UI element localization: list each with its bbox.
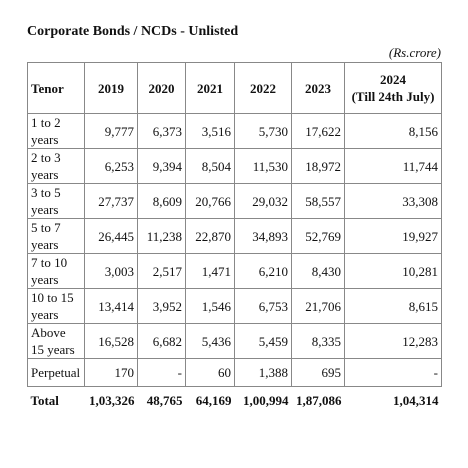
value-cell: 8,615 — [344, 288, 442, 324]
value-cell: 6,682 — [137, 323, 186, 359]
value-cell: 6,753 — [234, 288, 292, 324]
total-value: 64,169 — [195, 392, 232, 408]
value-cell: 3,952 — [137, 288, 186, 324]
total-value: 1,00,994 — [243, 392, 289, 408]
table-row: Above 15 years 16,528 6,682 5,436 5,459 8,335… — [27, 323, 442, 359]
value-cell: 1,388 — [234, 358, 292, 387]
header-tenor: Tenor — [27, 62, 85, 114]
table-row: 3 to 5 years 27,737 8,609 20,766 29,032 58,55… — [27, 183, 442, 219]
header-year-2024: 2024 (Till 24th July) — [344, 62, 442, 114]
value-cell: 1,471 — [185, 253, 235, 289]
value-cell: 6,373 — [137, 113, 186, 149]
tenor-cell: Above 15 years — [27, 323, 85, 359]
tenor-cell: 3 to 5 years — [27, 183, 85, 219]
value-cell: 10,281 — [344, 253, 442, 289]
header-row: Tenor 2019 2020 2021 2022 2023 2024 (Til… — [27, 62, 442, 114]
total-value: 1,87,086 — [296, 392, 342, 408]
value-cell: 18,972 — [291, 148, 345, 184]
total-value: 48,765 — [146, 392, 183, 408]
value-cell: 8,156 — [344, 113, 442, 149]
value-cell: 2,517 — [137, 253, 186, 289]
value-cell: 3,516 — [185, 113, 235, 149]
value-cell: 13,414 — [84, 288, 138, 324]
value-cell: 12,283 — [344, 323, 442, 359]
value-cell: 8,504 — [185, 148, 235, 184]
header-year: 2020 — [137, 62, 186, 114]
value-cell: 9,777 — [84, 113, 138, 149]
value-cell: 33,308 — [344, 183, 442, 219]
value-cell: 52,769 — [291, 218, 345, 254]
value-cell: 9,394 — [137, 148, 186, 184]
bonds-table: Tenor 2019 2020 2021 2022 2023 2024 (Til… — [27, 62, 442, 413]
value-cell: 60 — [185, 358, 235, 387]
value-cell: 27,737 — [84, 183, 138, 219]
value-cell: 29,032 — [234, 183, 292, 219]
table-row: Perpetual 170-60 1,388 695- — [27, 358, 442, 387]
header-year: 2023 — [291, 62, 345, 114]
value-cell: 21,706 — [291, 288, 345, 324]
value-cell: - — [137, 358, 186, 387]
total-value: 1,04,314 — [393, 392, 439, 408]
value-cell: 26,445 — [84, 218, 138, 254]
value-cell: 11,238 — [137, 218, 186, 254]
header-year: 2022 — [234, 62, 292, 114]
value-cell: 22,870 — [185, 218, 235, 254]
total-row: Total 1,03,326 48,765 64,169 1,00,994 1,87,08… — [28, 387, 442, 414]
header-year: 2019 — [84, 62, 138, 114]
table-row: 5 to 7 years 26,445 11,238 22,870 34,893 52,7… — [27, 218, 442, 254]
tenor-cell: 1 to 2 years — [27, 113, 85, 149]
total-value: 1,03,326 — [89, 392, 135, 408]
value-cell: 170 — [84, 358, 138, 387]
unit-label: (Rs.crore) — [388, 45, 441, 60]
table-row: 1 to 2 years 9,777 6,373 3,516 5,730 17,622 8,… — [27, 113, 442, 149]
value-cell: 6,210 — [234, 253, 292, 289]
total-label: Total — [30, 392, 59, 408]
value-cell: 19,927 — [344, 218, 442, 254]
value-cell: 20,766 — [185, 183, 235, 219]
header-year-note: (Till 24th July) — [351, 89, 435, 104]
value-cell: 5,730 — [234, 113, 292, 149]
table-row: 10 to 15 years 13,414 3,952 1,546 6,753 21,70… — [27, 288, 442, 324]
value-cell: 8,609 — [137, 183, 186, 219]
value-cell: 8,335 — [291, 323, 345, 359]
table-row: 7 to 10 years 3,003 2,517 1,471 6,210 8,430 10… — [27, 253, 442, 289]
tenor-cell: 7 to 10 years — [27, 253, 85, 289]
value-cell: 5,436 — [185, 323, 235, 359]
value-cell: 1,546 — [185, 288, 235, 324]
value-cell: 6,253 — [84, 148, 138, 184]
value-cell: 16,528 — [84, 323, 138, 359]
tenor-cell: 10 to 15 years — [27, 288, 85, 324]
value-cell: - — [344, 358, 442, 387]
tenor-cell: 2 to 3 years — [27, 148, 85, 184]
header-year: 2021 — [185, 62, 235, 114]
value-cell: 3,003 — [84, 253, 138, 289]
value-cell: 5,459 — [234, 323, 292, 359]
header-year-label: 2024 — [380, 72, 406, 87]
value-cell: 11,744 — [344, 148, 442, 184]
value-cell: 58,557 — [291, 183, 345, 219]
value-cell: 34,893 — [234, 218, 292, 254]
value-cell: 11,530 — [234, 148, 292, 184]
tenor-cell: 5 to 7 years — [27, 218, 85, 254]
table-row: 2 to 3 years 6,253 9,394 8,504 11,530 18,972 1… — [27, 148, 442, 184]
value-cell: 695 — [291, 358, 345, 387]
tenor-cell: Perpetual — [27, 358, 85, 387]
value-cell: 17,622 — [291, 113, 345, 149]
value-cell: 8,430 — [291, 253, 345, 289]
page-title: Corporate Bonds / NCDs - Unlisted — [27, 24, 239, 39]
